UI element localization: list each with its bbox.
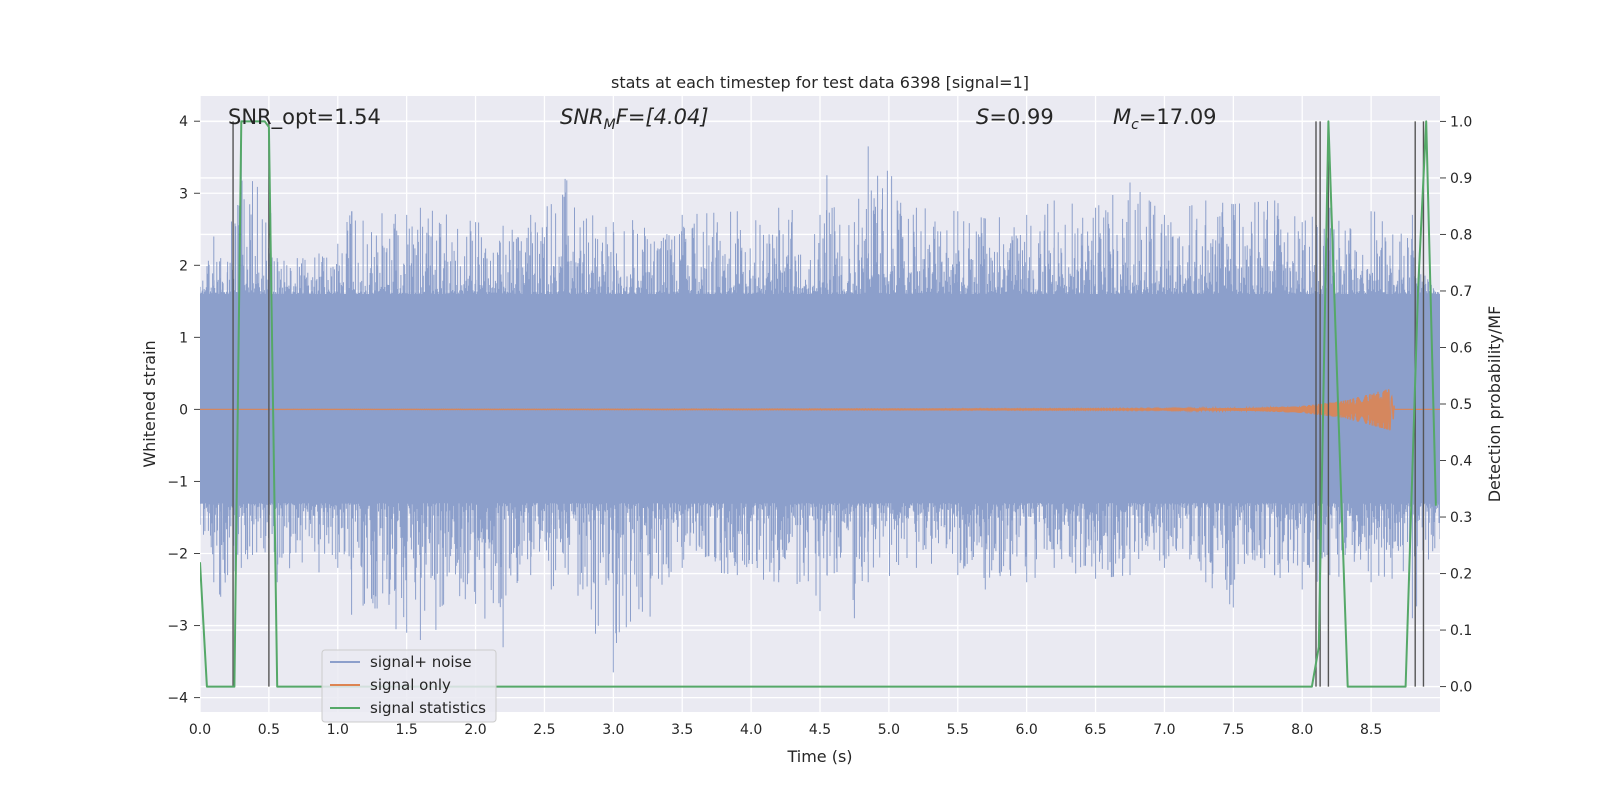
y2-tick-label: 0.8 [1450, 227, 1472, 243]
y2-tick-label: 0.2 [1450, 567, 1472, 583]
x-tick-label: 0.5 [258, 722, 280, 738]
legend-box [321, 649, 497, 723]
y2-tick-label: 0.4 [1450, 454, 1472, 470]
annotation-s: S=0.99 [976, 105, 1054, 129]
legend-label-signal-statistics: signal statistics [370, 699, 486, 717]
x-tick-label: 8.5 [1360, 722, 1382, 738]
x-tick-label: 5.5 [947, 722, 969, 738]
y2-tick-label: 0.9 [1450, 171, 1472, 187]
y-tick-label: 0 [179, 402, 188, 418]
y-axis-ticks: 4 3 2 1 0 −1 −2 −3 −4 [167, 114, 200, 707]
annotation-mc-value: =17.09 [1139, 105, 1217, 129]
noise-trace [200, 121, 1440, 673]
x-tick-label: 6.0 [1016, 722, 1038, 738]
vertical-markers [232, 121, 1425, 687]
y2-axis-label: Detection probability/MF [1485, 306, 1504, 503]
annotation-snr-opt: SNR_opt=1.54 [228, 105, 381, 130]
x-tick-label: 8.0 [1291, 722, 1313, 738]
annotation-snr-mf-rest: F=[4.04] [616, 105, 709, 129]
y2-tick-label: 0.1 [1450, 623, 1472, 639]
signal-noise-series [200, 121, 1440, 673]
x-tick-label: 2.0 [464, 722, 486, 738]
y2-tick-label: 0.5 [1450, 397, 1472, 413]
x-tick-label: 5.0 [878, 722, 900, 738]
legend: signal+ noise signal only signal statist… [321, 649, 497, 723]
x-tick-label: 3.0 [602, 722, 624, 738]
signal-only-series [200, 389, 1440, 431]
x-axis-label: Time (s) [786, 747, 852, 766]
x-tick-label: 2.5 [533, 722, 555, 738]
x-tick-label: 3.5 [671, 722, 693, 738]
y-tick-label: 4 [179, 114, 188, 130]
y-tick-label: −1 [167, 474, 188, 490]
x-tick-label: 4.5 [809, 722, 831, 738]
annotation-snr-mf: SNRMF=[4.04] [560, 105, 709, 133]
y-tick-label: −2 [167, 546, 188, 562]
y2-tick-label: 0.3 [1450, 510, 1472, 526]
signal-statistics-line [200, 120, 1437, 688]
x-tick-label: 7.5 [1222, 722, 1244, 738]
signal-only-line [200, 389, 1440, 431]
y2-axis-ticks: 1.0 0.9 0.8 0.7 0.6 0.5 0.4 0.3 0.2 0.1 0.0 [1440, 114, 1472, 696]
legend-label-signal-only: signal only [370, 676, 451, 694]
y-tick-label: 1 [179, 330, 188, 346]
annotation-s-symbol: S [976, 105, 989, 129]
signal-statistics-series [200, 120, 1437, 688]
x-tick-label: 6.5 [1084, 722, 1106, 738]
y2-tick-label: 0.6 [1450, 340, 1472, 356]
x-tick-label: 1.0 [327, 722, 349, 738]
y-axis-label: Whitened strain [140, 340, 159, 467]
y-tick-label: −3 [167, 619, 188, 635]
x-tick-label: 0.0 [189, 722, 211, 738]
annotation-mc: Mc=17.09 [1113, 105, 1217, 133]
chart-title: stats at each timestep for test data 639… [611, 73, 1029, 92]
y2-tick-label: 0.7 [1450, 284, 1472, 300]
annotation-mc-base: M [1113, 105, 1131, 129]
x-tick-label: 1.5 [396, 722, 418, 738]
annotation-snr-mf-sub: M [604, 117, 616, 133]
y-tick-label: −4 [167, 691, 188, 707]
y-tick-label: 2 [179, 258, 188, 274]
x-tick-label: 7.0 [1153, 722, 1175, 738]
y2-tick-label: 0.0 [1450, 680, 1472, 696]
x-tick-label: 4.0 [740, 722, 762, 738]
y2-tick-label: 1.0 [1450, 114, 1472, 130]
legend-label-signal-noise: signal+ noise [370, 653, 472, 671]
annotation-s-value: =0.99 [989, 105, 1053, 129]
x-axis-ticks: 0.0 0.5 1.0 1.5 2.0 2.5 3.0 3.5 4.0 4.5 5.0 5.5 6.0 6… [189, 722, 1382, 738]
annotation-snr-mf-base: SNR [560, 105, 604, 129]
annotation-mc-sub: c [1131, 117, 1139, 133]
y-tick-label: 3 [179, 186, 188, 202]
plot-area [200, 120, 1440, 688]
